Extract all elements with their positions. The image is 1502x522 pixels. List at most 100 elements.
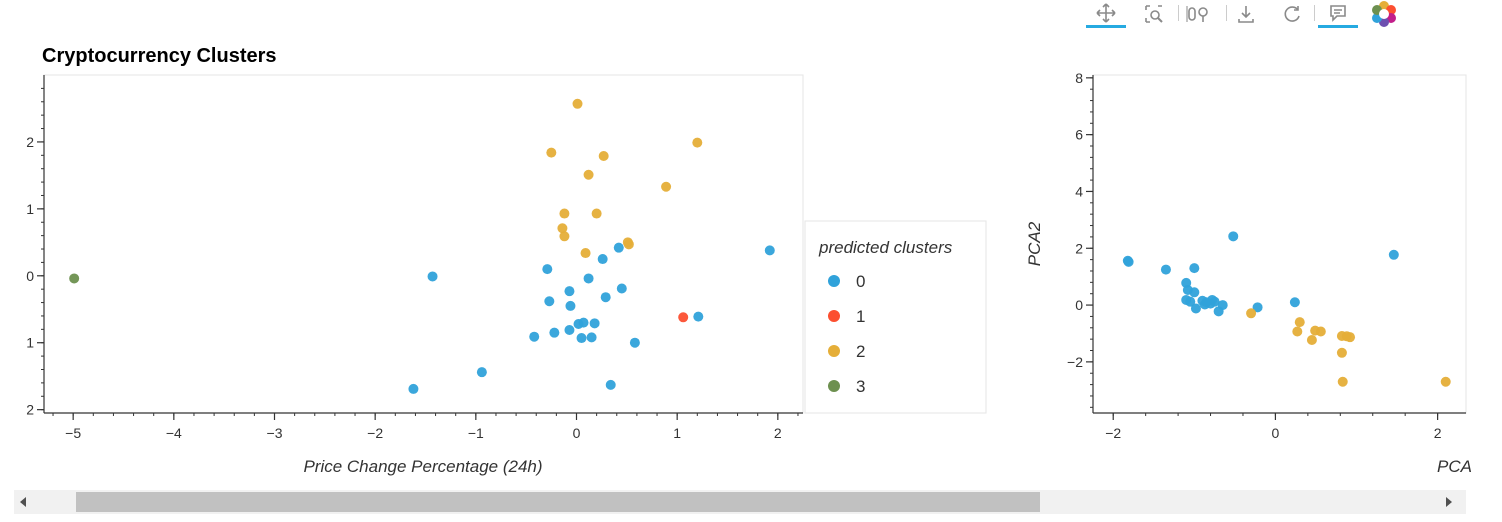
horizontal-scrollbar[interactable] xyxy=(14,490,1466,514)
cluster-0-point[interactable] xyxy=(613,242,624,253)
cluster-0-point[interactable] xyxy=(629,337,640,348)
cluster-0-point[interactable] xyxy=(427,271,438,282)
plot-toolbar xyxy=(1080,0,1410,32)
x-axis-label: Price Change Percentage (24h) xyxy=(303,457,542,476)
cluster-2-point[interactable] xyxy=(692,137,703,148)
x-tick-label: 2 xyxy=(1434,425,1442,441)
pca-scatter-chart: −2 0 2 −2 0 2 4 6 8 PCA PCA2 xyxy=(1025,70,1472,476)
cluster-0-point[interactable] xyxy=(564,325,575,336)
cluster-1-point[interactable] xyxy=(678,312,689,323)
reset-icon xyxy=(1284,6,1300,22)
x-tick-label: 1 xyxy=(673,425,681,441)
cluster-2-point[interactable] xyxy=(1294,317,1305,328)
x-tick-label: −4 xyxy=(166,425,182,441)
cluster-2-point[interactable] xyxy=(623,239,634,250)
cluster-0-point[interactable] xyxy=(1228,231,1239,242)
cluster-2-point[interactable] xyxy=(1440,376,1451,387)
cluster-0-point[interactable] xyxy=(589,318,600,329)
x-tick: −3 xyxy=(267,413,283,441)
cluster-2-point[interactable] xyxy=(598,150,609,161)
bokeh-logo[interactable] xyxy=(1364,0,1404,28)
cluster-0-point[interactable] xyxy=(764,245,775,256)
cluster-0-point[interactable] xyxy=(1289,297,1300,308)
cluster-2-point[interactable] xyxy=(557,223,568,234)
cluster-0-point[interactable] xyxy=(542,264,553,275)
y-tick: 2 xyxy=(1075,240,1093,256)
cluster-2-point[interactable] xyxy=(591,208,602,219)
cluster-0-point[interactable] xyxy=(586,332,597,343)
pan-tool-button[interactable] xyxy=(1086,0,1126,28)
cluster-0-point[interactable] xyxy=(1209,296,1220,307)
legend-label-3: 3 xyxy=(856,377,865,396)
cluster-0-point[interactable] xyxy=(549,327,560,338)
bokeh-logo-icon xyxy=(1372,1,1396,27)
cluster-2-point[interactable] xyxy=(583,169,594,180)
y-tick-label: 2 xyxy=(26,402,34,418)
x-tick-label: −3 xyxy=(267,425,283,441)
x-tick: −1 xyxy=(468,413,484,441)
reset-tool-button[interactable] xyxy=(1272,0,1312,28)
box-zoom-tool-button[interactable] xyxy=(1134,0,1174,28)
hover-tool-button[interactable] xyxy=(1318,0,1358,28)
cluster-2-point[interactable] xyxy=(580,248,591,259)
cluster-0-point[interactable] xyxy=(578,317,589,328)
wheel-zoom-tool-button[interactable] xyxy=(1180,0,1220,28)
cluster-2-point[interactable] xyxy=(546,147,557,158)
y-tick: 4 xyxy=(1075,183,1093,199)
cluster-0-point[interactable] xyxy=(1123,256,1134,267)
cluster-0-point[interactable] xyxy=(565,300,576,311)
y-tick: 1 xyxy=(26,335,44,351)
cluster-0-point[interactable] xyxy=(564,286,575,297)
charts-canvas: Cryptocurrency Clusters −5 −4 −3 −2 −1 0 1 2 2 1 0… xyxy=(26,45,1472,476)
cluster-0-point[interactable] xyxy=(544,296,555,307)
save-tool-button[interactable] xyxy=(1226,0,1266,28)
cluster-0-point[interactable] xyxy=(597,254,608,265)
y-tick: 2 xyxy=(26,134,44,150)
plot-frame xyxy=(43,74,804,414)
cluster-0-point[interactable] xyxy=(529,331,540,342)
scroll-thumb[interactable] xyxy=(76,492,1040,512)
cluster-0-point[interactable] xyxy=(605,379,616,390)
cluster-0-point[interactable] xyxy=(408,383,419,394)
legend-label-1: 1 xyxy=(856,307,865,326)
cluster-3-point[interactable] xyxy=(69,273,80,284)
cluster-0-point[interactable] xyxy=(1217,300,1228,311)
hover-icon xyxy=(1330,4,1346,22)
cluster-0-point[interactable] xyxy=(693,311,704,322)
cluster-0-point[interactable] xyxy=(600,292,611,303)
x-tick: −4 xyxy=(166,413,182,441)
cluster-0-point[interactable] xyxy=(616,283,627,294)
cluster-0-point[interactable] xyxy=(1189,287,1200,298)
x-tick: 0 xyxy=(573,413,581,441)
legend-swatch-3 xyxy=(828,380,840,392)
pca-plot-frame xyxy=(1092,74,1467,414)
scroll-right-arrow-icon[interactable] xyxy=(1446,497,1452,507)
cluster-2-point[interactable] xyxy=(559,208,570,219)
scroll-left-arrow-icon[interactable] xyxy=(20,497,26,507)
cluster-2-point[interactable] xyxy=(1336,347,1347,358)
x-tick: 2 xyxy=(774,413,782,441)
cluster-2-point[interactable] xyxy=(661,181,672,192)
cluster-0-point[interactable] xyxy=(583,273,594,284)
cluster-2-point[interactable] xyxy=(1345,332,1356,343)
y-tick: 1 xyxy=(26,201,44,217)
legend-swatch-0 xyxy=(828,275,840,287)
legend-swatch-2 xyxy=(828,345,840,357)
cluster-2-point[interactable] xyxy=(1337,376,1348,387)
cluster-0-point[interactable] xyxy=(1185,296,1196,307)
cluster-2-point[interactable] xyxy=(1315,326,1326,337)
cluster-0-point[interactable] xyxy=(576,333,587,344)
y-tick: 0 xyxy=(26,268,44,284)
cluster-0-point[interactable] xyxy=(1189,263,1200,274)
cluster-2-point[interactable] xyxy=(559,231,570,242)
cluster-2-point[interactable] xyxy=(1246,308,1257,319)
cluster-0-point[interactable] xyxy=(1160,264,1171,275)
cluster-2-point[interactable] xyxy=(1306,335,1317,346)
cluster-0-point[interactable] xyxy=(1388,249,1399,260)
cluster-2-point[interactable] xyxy=(572,98,583,109)
cluster-0-point[interactable] xyxy=(1190,303,1201,314)
cluster-0-point[interactable] xyxy=(1252,302,1263,313)
x-tick: −2 xyxy=(367,413,383,441)
cluster-2-point[interactable] xyxy=(1292,326,1303,337)
cluster-0-point[interactable] xyxy=(476,367,487,378)
